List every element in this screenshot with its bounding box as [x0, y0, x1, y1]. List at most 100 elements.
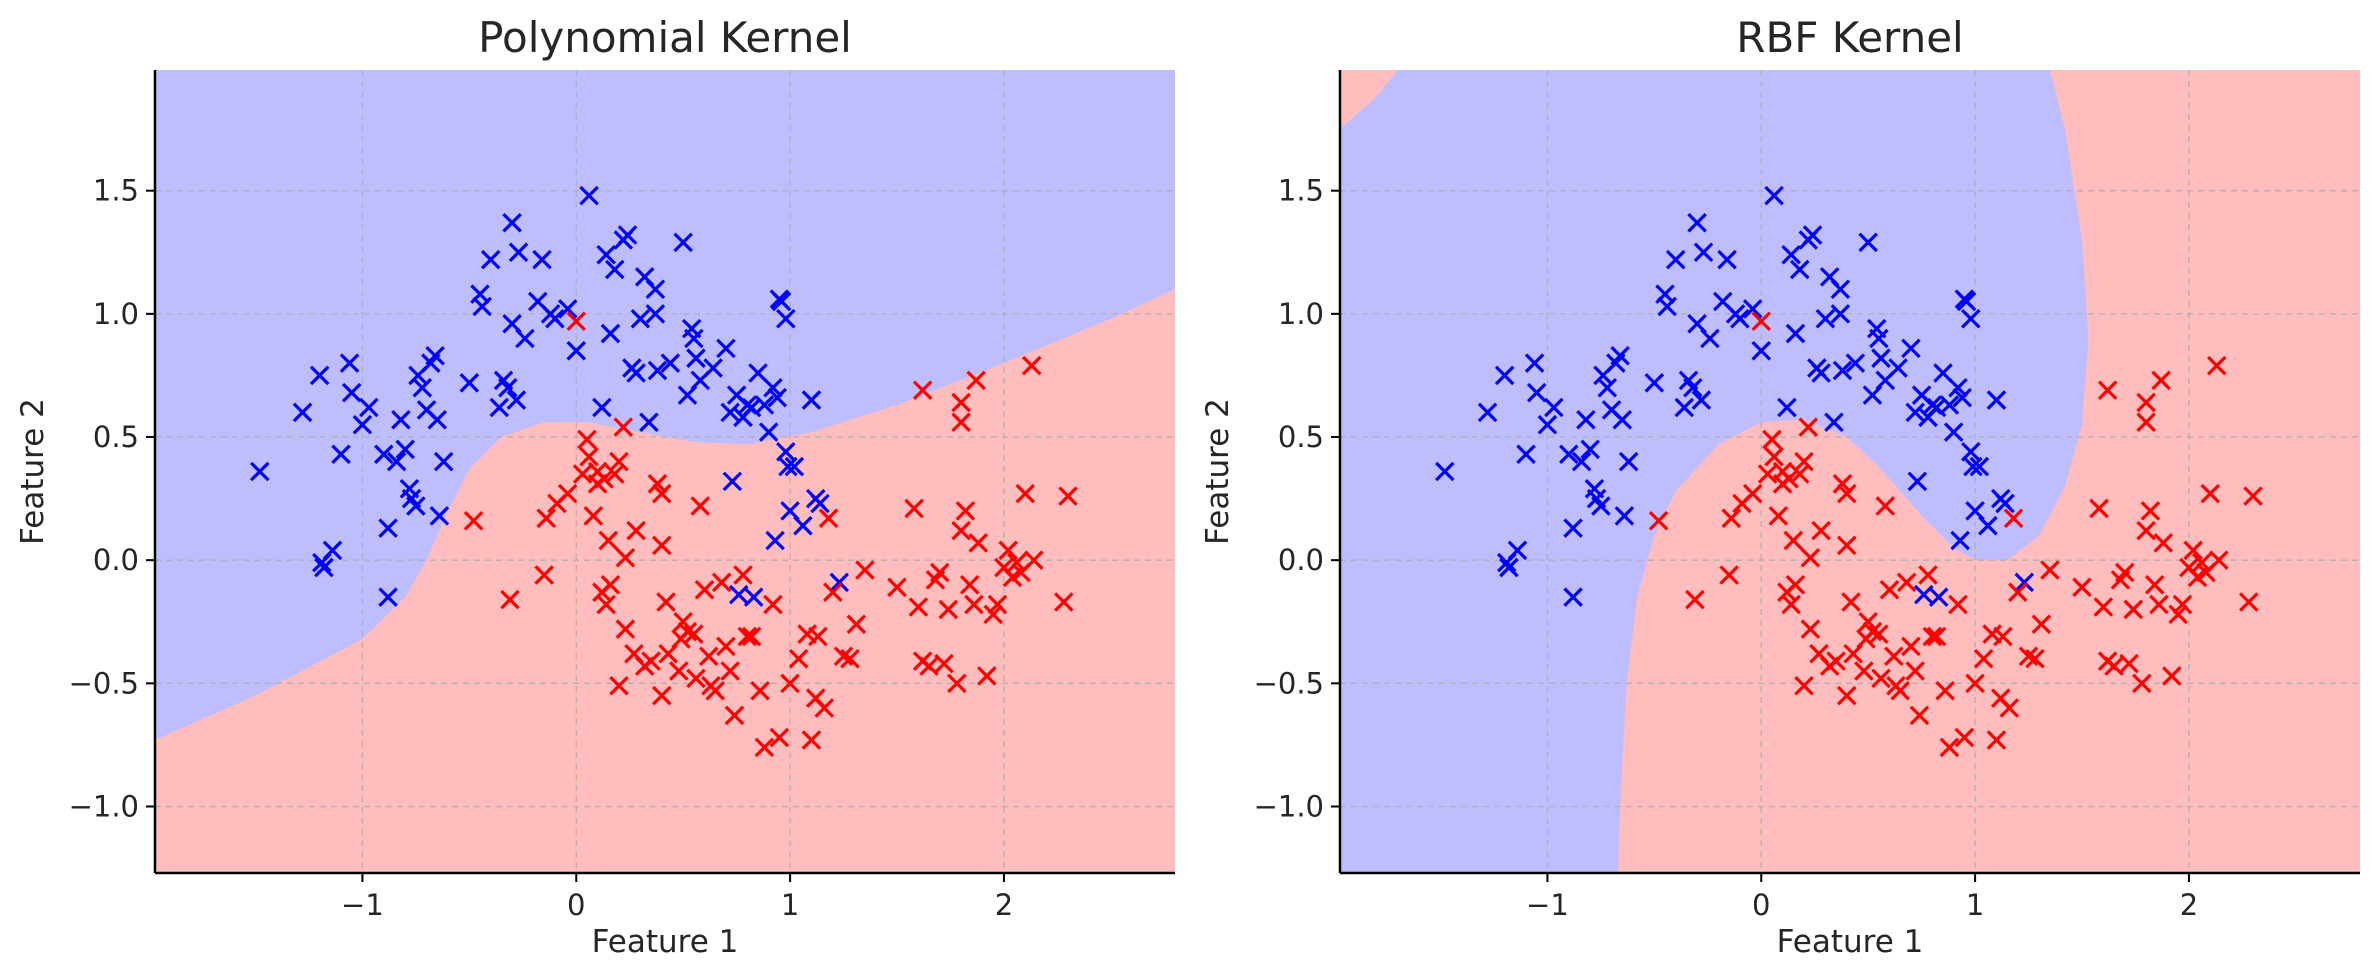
class1-point — [2153, 533, 2174, 553]
class0-point — [1830, 279, 1851, 299]
class1-point — [583, 506, 604, 526]
class1-point — [1648, 511, 1669, 531]
class1-point — [1021, 355, 1042, 376]
class0-point — [626, 363, 646, 383]
class1-point — [2115, 562, 2135, 583]
class0-point — [412, 377, 433, 398]
class0-point — [1435, 461, 1455, 482]
class1-point — [626, 520, 646, 541]
class1-point — [938, 599, 959, 620]
class0-point — [1563, 518, 1583, 538]
class0-point — [1832, 360, 1853, 381]
y-tick-label: −1.0 — [69, 789, 139, 823]
class0-point — [765, 530, 785, 551]
class0-point — [1978, 515, 1998, 536]
class0-point — [1618, 451, 1639, 472]
class0-point — [1914, 584, 1934, 605]
class1-point — [947, 673, 967, 694]
class1-point — [641, 651, 661, 671]
class1-point — [919, 656, 939, 676]
class0-point — [1943, 422, 1964, 442]
x-tick-label: −1 — [1526, 888, 1569, 922]
class1-point — [1999, 698, 2020, 718]
class0-point — [1907, 471, 1928, 492]
class0-point — [352, 414, 373, 435]
class1-point — [2136, 392, 2156, 413]
class1-point — [2191, 552, 2212, 573]
class0-point — [758, 422, 779, 442]
class1-point — [737, 626, 758, 647]
class1-point — [647, 474, 668, 494]
class1-point — [908, 597, 929, 617]
class1-point — [1854, 661, 1874, 681]
class0-point — [1687, 313, 1707, 334]
class0-point — [776, 309, 796, 329]
class0-point — [647, 360, 668, 381]
class1-point — [463, 511, 484, 531]
class0-point — [557, 299, 578, 319]
class0-point — [1657, 296, 1677, 317]
class1-point — [1762, 429, 1782, 450]
class0-point — [322, 540, 343, 561]
class1-point — [2097, 380, 2118, 400]
class1-point — [1721, 508, 1742, 529]
class1-point — [1939, 737, 1960, 758]
class1-point — [572, 464, 593, 484]
class1-point — [754, 737, 775, 758]
class1-point — [2239, 592, 2259, 612]
class0-point — [604, 259, 625, 280]
class1-point — [658, 644, 678, 664]
class1-point — [615, 619, 636, 639]
class0-point — [639, 412, 659, 432]
class0-point — [684, 328, 704, 349]
class0-point — [1830, 304, 1851, 324]
class1-point — [1794, 451, 1814, 472]
class1-point — [1779, 469, 1799, 489]
class0-point — [1956, 291, 1977, 312]
class1-point — [1054, 592, 1074, 612]
class1-point — [720, 661, 740, 681]
class1-point — [1918, 565, 1938, 585]
class0-point — [617, 225, 638, 245]
class0-point — [1691, 390, 1712, 410]
class1-point — [2183, 540, 2203, 561]
class1-point — [1785, 575, 1806, 595]
class1-point — [1841, 592, 1861, 612]
class1-point — [987, 594, 1008, 615]
class1-point — [1935, 680, 1955, 701]
class1-point — [500, 589, 520, 610]
class0-point — [1901, 338, 1921, 359]
class0-point — [810, 493, 830, 514]
class1-point — [2168, 604, 2189, 625]
class1-point — [711, 572, 732, 593]
class1-point — [1869, 624, 1889, 644]
class1-point — [2136, 412, 2156, 432]
class1-point — [652, 685, 672, 706]
class0-point — [1869, 328, 1889, 349]
y-tick-label: 0.5 — [93, 420, 139, 454]
class1-point — [577, 429, 597, 450]
class0-point — [1544, 397, 1564, 418]
x-axis-label: Feature 1 — [592, 924, 739, 960]
class1-point — [1058, 486, 1078, 506]
class1-point — [769, 727, 790, 748]
class0-point — [660, 353, 681, 373]
class1-point — [823, 582, 843, 602]
class1-point — [609, 676, 629, 696]
class1-point — [1843, 644, 1863, 664]
chart-title: RBF Kernel — [1736, 13, 1963, 62]
class0-point — [1777, 397, 1797, 418]
class0-point — [472, 296, 492, 317]
class0-point — [459, 373, 480, 393]
class0-point — [508, 242, 529, 263]
class0-point — [1477, 402, 1498, 423]
class1-point — [1837, 483, 1857, 504]
class0-point — [1526, 382, 1547, 403]
class1-point — [1794, 676, 1814, 696]
class0-point — [1824, 412, 1844, 432]
class0-point — [429, 506, 450, 526]
class1-point — [951, 392, 971, 413]
y-tick-label: 0.0 — [1278, 543, 1324, 577]
class1-point — [2162, 666, 2182, 686]
